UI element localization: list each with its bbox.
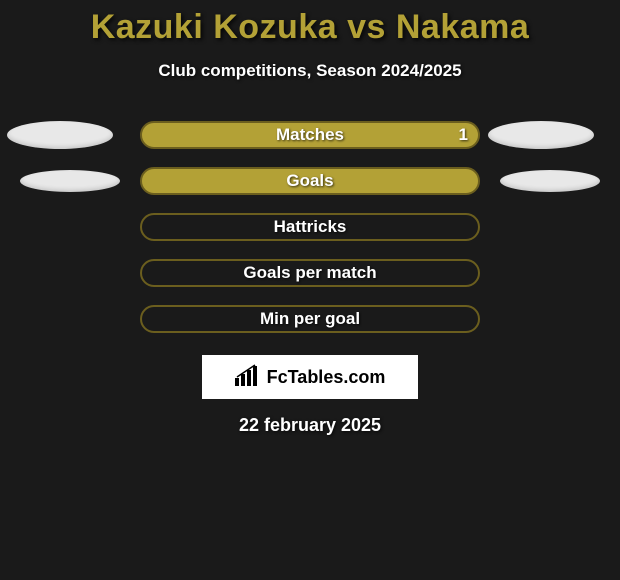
stat-row: Hattricks: [0, 213, 620, 241]
fctables-logo: FcTables.com: [202, 355, 418, 399]
stat-rows: Matches 1 Goals Hattricks Goals per match Min…: [0, 121, 620, 333]
stat-label: Matches: [276, 125, 344, 145]
stat-bar: Goals per match: [140, 259, 480, 287]
stat-row: Goals: [0, 167, 620, 195]
comparison-title: Kazuki Kozuka vs Nakama: [0, 0, 620, 47]
stat-value-right: 1: [459, 125, 468, 145]
stat-row: Matches 1: [0, 121, 620, 149]
stat-bar: Matches 1: [140, 121, 480, 149]
comparison-subtitle: Club competitions, Season 2024/2025: [0, 61, 620, 81]
stat-label: Hattricks: [274, 217, 347, 237]
right-player-ellipse: [500, 170, 600, 192]
stat-bar: Min per goal: [140, 305, 480, 333]
stat-label: Min per goal: [260, 309, 360, 329]
stat-bar: Goals: [140, 167, 480, 195]
left-player-ellipse: [20, 170, 120, 192]
stat-bar: Hattricks: [140, 213, 480, 241]
snapshot-date: 22 february 2025: [0, 415, 620, 436]
left-player-ellipse: [7, 121, 113, 149]
fctables-logo-text: FcTables.com: [267, 367, 386, 388]
stat-row: Goals per match: [0, 259, 620, 287]
stat-label: Goals per match: [243, 263, 376, 283]
stat-row: Min per goal: [0, 305, 620, 333]
stat-label: Goals: [286, 171, 333, 191]
right-player-ellipse: [488, 121, 594, 149]
chart-bars-icon: [235, 364, 261, 391]
